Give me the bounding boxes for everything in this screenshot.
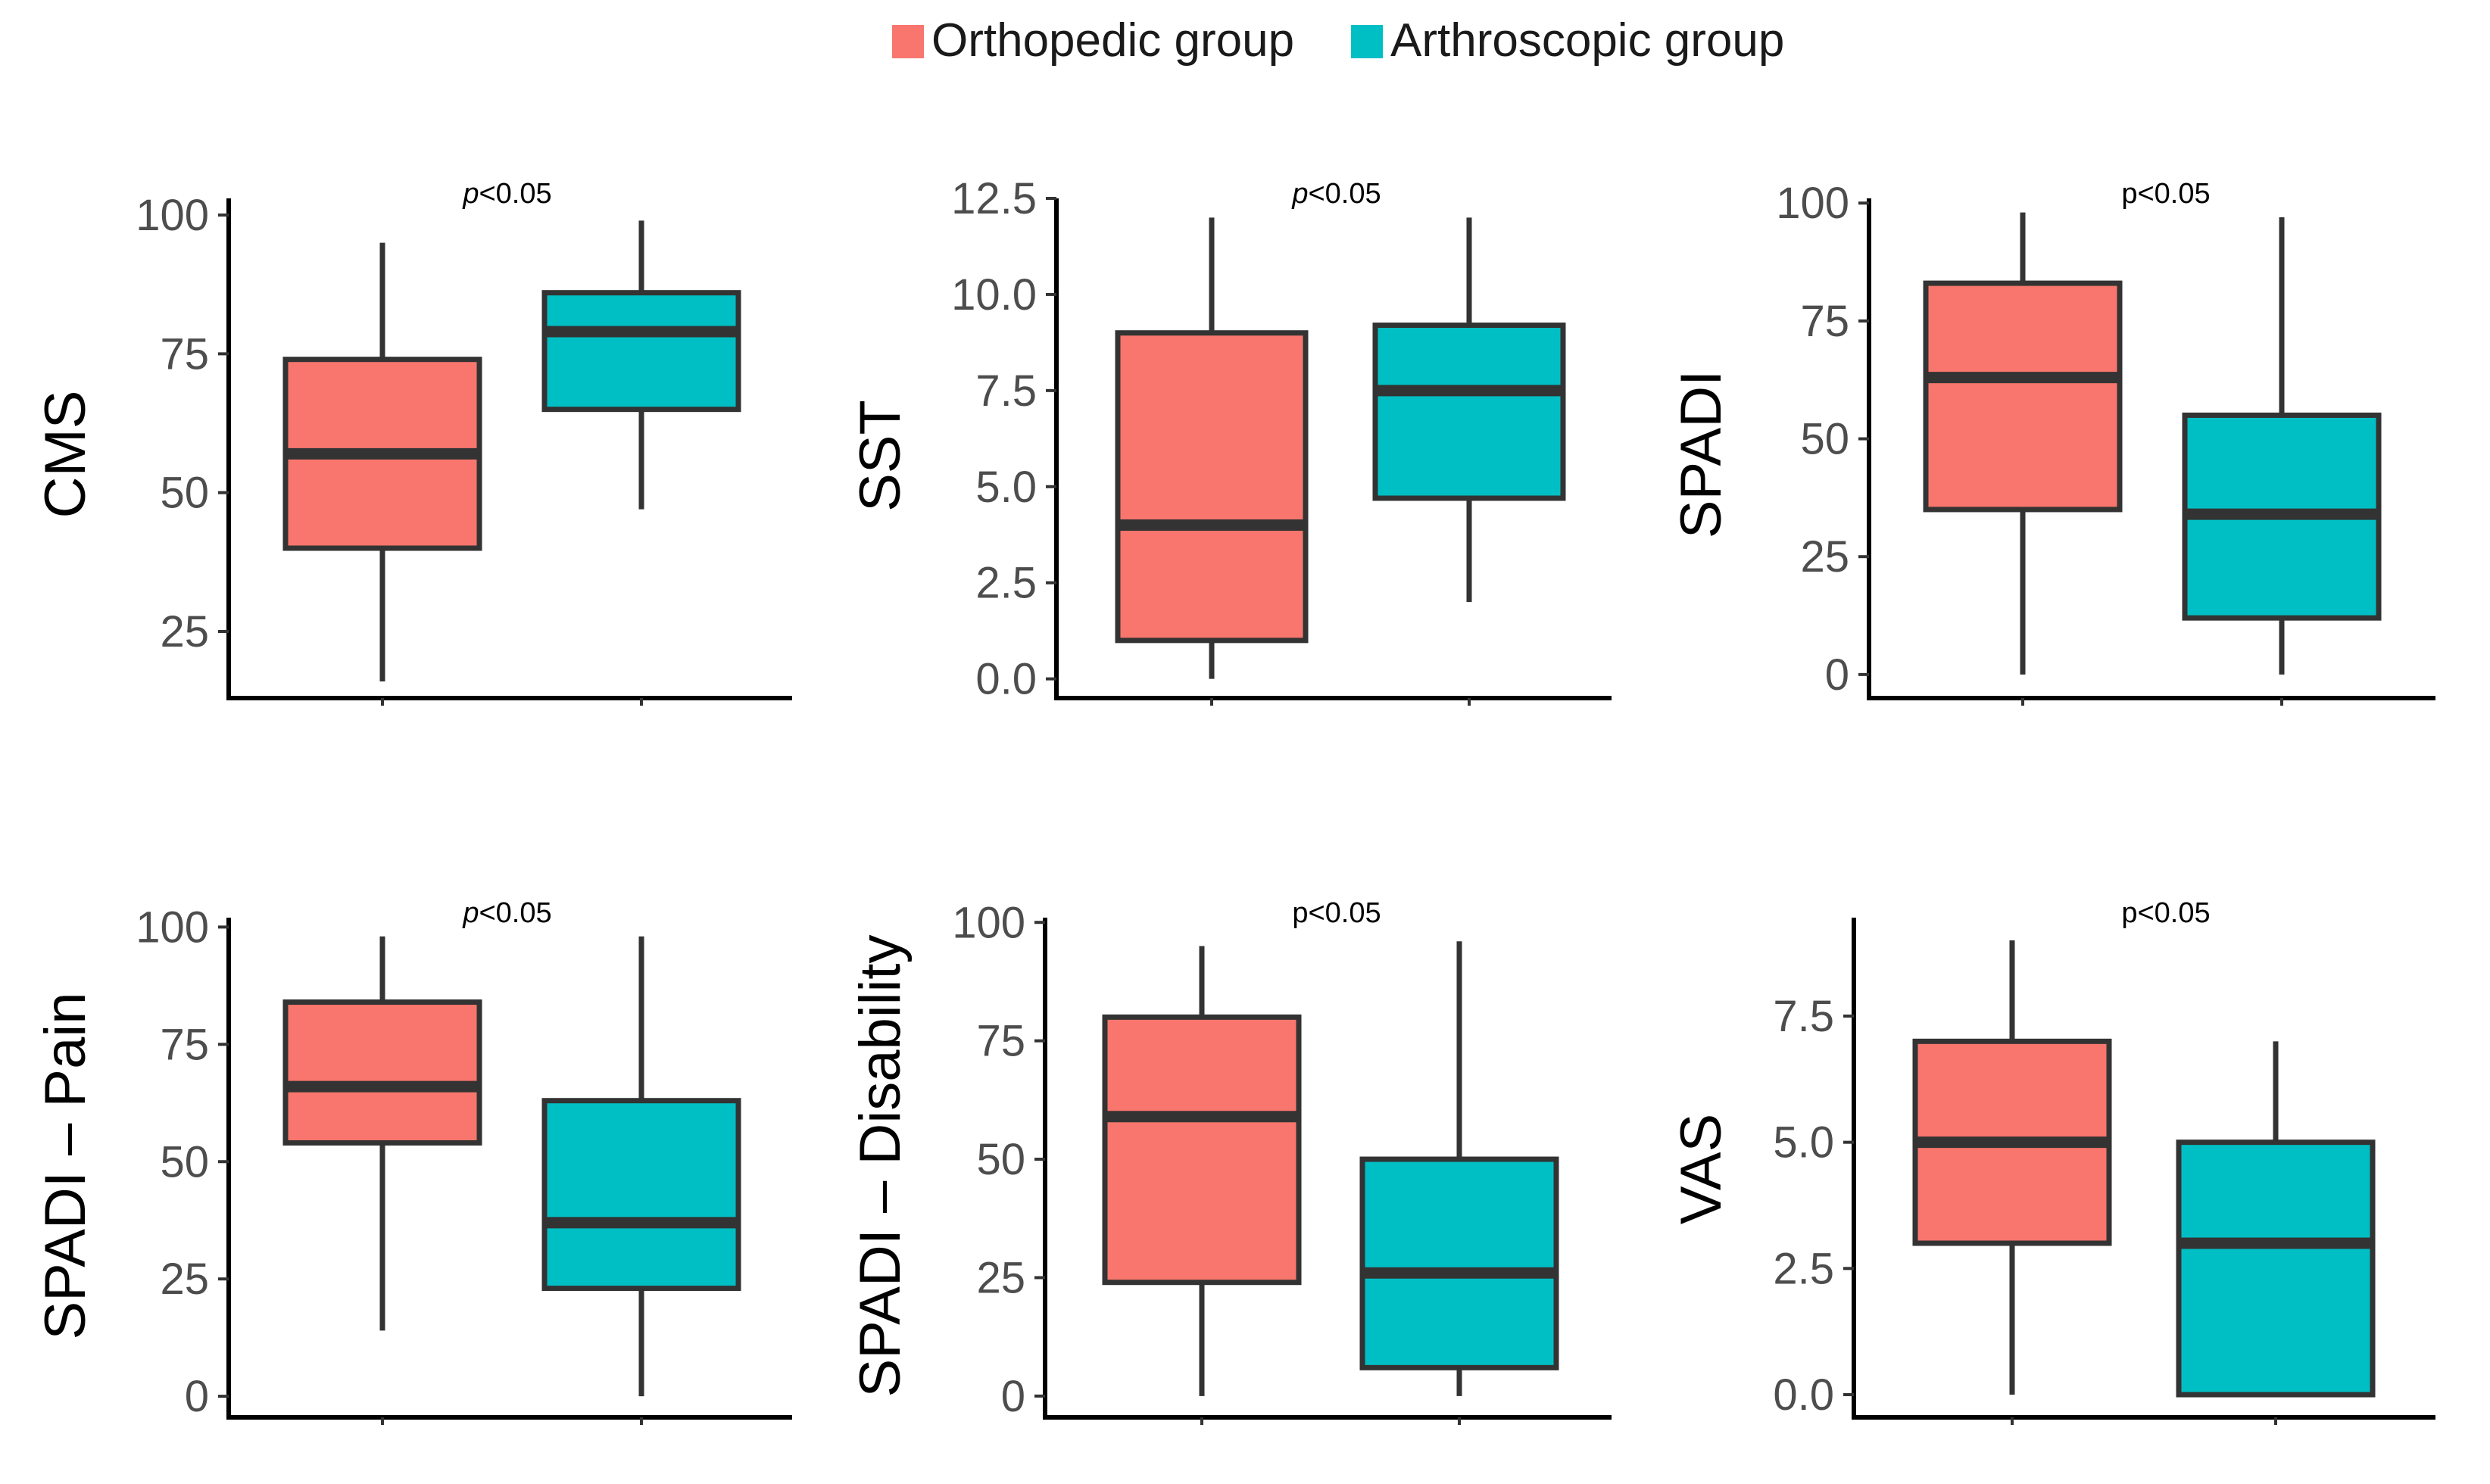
y-axis-title: SPADI – Pain xyxy=(33,992,98,1339)
panel-cms: p<0.05 CMS 25 50 75 100 xyxy=(33,178,792,706)
y-axis-title: SST xyxy=(848,400,913,512)
y-tick-label: 0 xyxy=(1825,650,1849,700)
y-tick-label: 75 xyxy=(160,1020,209,1069)
y-tick-label: 100 xyxy=(136,191,209,240)
y-tick-label: 50 xyxy=(160,1137,209,1186)
y-tick-label: 25 xyxy=(160,607,209,656)
y-tick-label: 7.5 xyxy=(975,366,1037,416)
panel-spadi: p<0.05 SPADI 0 25 50 75 100 xyxy=(1669,178,2435,706)
y-tick-label: 100 xyxy=(1776,179,1849,228)
y-tick-label: 0.0 xyxy=(975,655,1037,704)
legend-label-arthroscopic: Arthroscopic group xyxy=(1390,14,1784,67)
y-tick-label: 25 xyxy=(160,1255,209,1304)
y-tick-label: 7.5 xyxy=(1773,992,1834,1041)
box-arthroscopic xyxy=(541,290,741,413)
p-value-label: p<0.05 xyxy=(462,897,551,929)
p-value-label: p<0.05 xyxy=(2121,178,2210,210)
y-tick-label: 2.5 xyxy=(975,559,1037,608)
y-tick-label: 100 xyxy=(952,898,1025,947)
y-tick-label: 25 xyxy=(1800,532,1849,581)
legend-swatch-orthopedic xyxy=(892,25,924,58)
y-axis-title: CMS xyxy=(33,391,98,519)
y-tick-label: 50 xyxy=(976,1135,1025,1184)
panel-sst: p<0.05 SST 0.0 2.5 5.0 7.5 10.0 12.5 xyxy=(848,174,1612,706)
y-tick-label: 50 xyxy=(1800,415,1849,464)
y-tick-label: 5.0 xyxy=(975,463,1037,512)
panel-spadi-pain: p<0.05 SPADI – Pain 0 25 50 75 100 xyxy=(33,897,792,1425)
box-arthroscopic xyxy=(541,1098,741,1292)
y-tick-label: 0 xyxy=(1001,1372,1025,1421)
panel-vas: p<0.05 VAS 0.0 2.5 5.0 7.5 xyxy=(1669,897,2435,1425)
y-tick-label: 0.0 xyxy=(1773,1370,1834,1420)
box-arthroscopic xyxy=(2176,1140,2376,1398)
box-arthroscopic xyxy=(1359,1156,1559,1370)
y-axis-title: SPADI xyxy=(1669,370,1733,538)
y-tick-label: 10.0 xyxy=(951,270,1037,320)
y-tick-label: 5.0 xyxy=(1773,1118,1834,1168)
p-value-label: p<0.05 xyxy=(462,178,551,210)
y-tick-label: 75 xyxy=(1800,297,1849,346)
p-value-label: p<0.05 xyxy=(2121,897,2210,929)
y-axis-title: SPADI – Disability xyxy=(848,934,913,1397)
y-tick-label: 0 xyxy=(185,1372,209,1421)
box-orthopedic xyxy=(1102,1014,1302,1286)
p-value-label: p<0.05 xyxy=(1292,897,1381,929)
y-tick-label: 2.5 xyxy=(1773,1244,1834,1293)
legend-swatch-arthroscopic xyxy=(1351,25,1383,58)
legend-label-orthopedic: Orthopedic group xyxy=(931,14,1294,67)
y-tick-label: 75 xyxy=(976,1017,1025,1066)
y-tick-label: 100 xyxy=(136,903,209,952)
box-orthopedic xyxy=(282,999,482,1146)
box-orthopedic xyxy=(1923,280,2123,513)
y-tick-label: 75 xyxy=(160,329,209,379)
box-arthroscopic xyxy=(1372,323,1566,501)
legend: Orthopedic group Arthroscopic group xyxy=(892,14,1784,67)
y-tick-label: 12.5 xyxy=(951,174,1037,223)
y-axis-title: VAS xyxy=(1669,1114,1733,1224)
y-tick-label: 25 xyxy=(976,1253,1025,1302)
panel-spadi-disability: p<0.05 SPADI – Disability 0 25 50 75 100 xyxy=(848,897,1612,1425)
p-value-label: p<0.05 xyxy=(1291,178,1381,210)
box-orthopedic xyxy=(1115,330,1309,644)
y-tick-label: 50 xyxy=(160,469,209,518)
